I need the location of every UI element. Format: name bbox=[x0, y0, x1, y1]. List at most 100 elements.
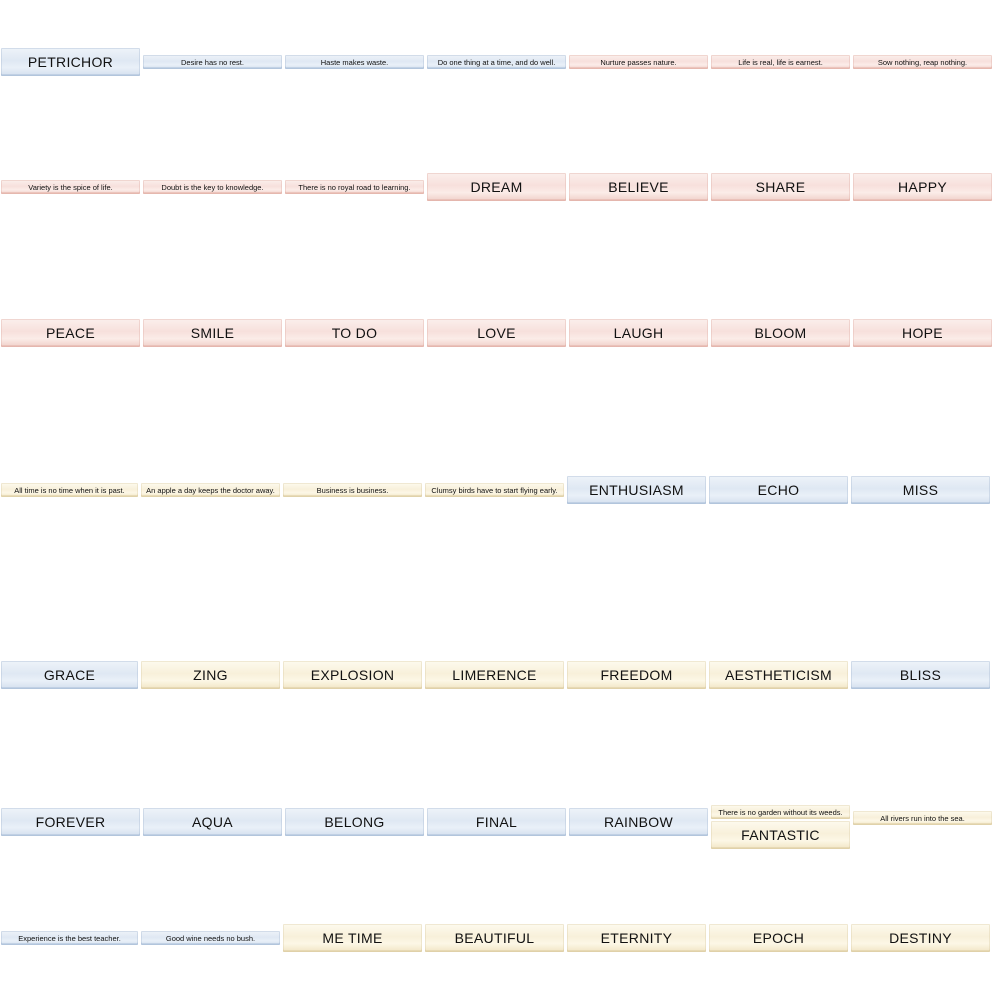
sticker-label: PEACE bbox=[46, 325, 95, 341]
sticker-label: Life is real, life is earnest. bbox=[738, 57, 823, 67]
sticker-destiny: DESTINY bbox=[851, 924, 990, 952]
sticker-all-time: All time is no time when it is past. bbox=[1, 483, 138, 497]
sticker-share: SHARE bbox=[711, 173, 850, 201]
sticker-label: AQUA bbox=[192, 814, 233, 830]
sticker-hope: HOPE bbox=[853, 319, 992, 347]
sticker-do-one-thing: Do one thing at a time, and do well. bbox=[427, 55, 566, 69]
sticker-limerence: LIMERENCE bbox=[425, 661, 564, 689]
sticker-label: Sow nothing, reap nothing. bbox=[877, 57, 968, 67]
sticker-life-is-real: Life is real, life is earnest. bbox=[711, 55, 850, 69]
sticker-label: Clumsy birds have to start flying early. bbox=[431, 485, 558, 495]
sticker-no-garden-without-weeds: There is no garden without its weeds. bbox=[711, 805, 850, 819]
sticker-freedom: FREEDOM bbox=[567, 661, 706, 689]
sticker-to-do: TO DO bbox=[285, 319, 424, 347]
sticker-label: ME TIME bbox=[322, 930, 383, 946]
sticker-label: Business is business. bbox=[316, 485, 389, 495]
sticker-love: LOVE bbox=[427, 319, 566, 347]
sticker-happy: HAPPY bbox=[853, 173, 992, 201]
sticker-sow-nothing: Sow nothing, reap nothing. bbox=[853, 55, 992, 69]
sticker-label: LIMERENCE bbox=[452, 667, 537, 683]
sticker-label: There is no royal road to learning. bbox=[298, 182, 411, 192]
sticker-zing: ZING bbox=[141, 661, 280, 689]
sticker-variety-spice: Variety is the spice of life. bbox=[1, 180, 140, 194]
sticker-echo: ECHO bbox=[709, 476, 848, 504]
sticker-dream: DREAM bbox=[427, 173, 566, 201]
sticker-good-wine: Good wine needs no bush. bbox=[141, 931, 280, 945]
sticker-final: FINAL bbox=[427, 808, 566, 836]
sticker-label: BELONG bbox=[324, 814, 385, 830]
sticker-label: There is no garden without its weeds. bbox=[718, 807, 843, 817]
sticker-label: An apple a day keeps the doctor away. bbox=[146, 485, 275, 495]
sticker-label: Haste makes waste. bbox=[320, 57, 389, 67]
sticker-label: RAINBOW bbox=[604, 814, 673, 830]
sticker-label: Good wine needs no bush. bbox=[165, 933, 256, 943]
sticker-petrichor: PETRICHOR bbox=[1, 48, 140, 76]
sticker-desire-has-no-rest: Desire has no rest. bbox=[143, 55, 282, 69]
sticker-label: BELIEVE bbox=[608, 179, 669, 195]
sticker-label: SHARE bbox=[755, 179, 806, 195]
sticker-label: HOPE bbox=[902, 325, 943, 341]
sticker-label: BEAUTIFUL bbox=[454, 930, 535, 946]
sticker-label: ETERNITY bbox=[600, 930, 673, 946]
sticker-no-royal-road: There is no royal road to learning. bbox=[285, 180, 424, 194]
sticker-doubt-key: Doubt is the key to knowledge. bbox=[143, 180, 282, 194]
sticker-label: EPOCH bbox=[752, 930, 805, 946]
sticker-apple-a-day: An apple a day keeps the doctor away. bbox=[141, 483, 280, 497]
sticker-belong: BELONG bbox=[285, 808, 424, 836]
sticker-label: BLOOM bbox=[754, 325, 807, 341]
sticker-explosion: EXPLOSION bbox=[283, 661, 422, 689]
sticker-believe: BELIEVE bbox=[569, 173, 708, 201]
sticker-label: Nurture passes nature. bbox=[600, 57, 677, 67]
sticker-label: HAPPY bbox=[898, 179, 947, 195]
sticker-label: ZING bbox=[193, 667, 228, 683]
sticker-label: ENTHUSIASM bbox=[589, 482, 684, 498]
sticker-bliss: BLISS bbox=[851, 661, 990, 689]
sticker-aestheticism: AESTHETICISM bbox=[709, 661, 848, 689]
sticker-epoch: EPOCH bbox=[709, 924, 848, 952]
sticker-peace: PEACE bbox=[1, 319, 140, 347]
sticker-enthusiasm: ENTHUSIASM bbox=[567, 476, 706, 504]
sticker-label: PETRICHOR bbox=[27, 54, 114, 70]
sticker-label: DREAM bbox=[470, 179, 523, 195]
sticker-beautiful: BEAUTIFUL bbox=[425, 924, 564, 952]
sticker-grace: GRACE bbox=[1, 661, 138, 689]
sticker-label: Experience is the best teacher. bbox=[18, 933, 121, 943]
sticker-label: MISS bbox=[902, 482, 939, 498]
sticker-label: DESTINY bbox=[889, 930, 952, 946]
sticker-business: Business is business. bbox=[283, 483, 422, 497]
sticker-label: FREEDOM bbox=[600, 667, 673, 683]
sticker-label: EXPLOSION bbox=[310, 667, 395, 683]
sticker-label: Doubt is the key to knowledge. bbox=[161, 182, 264, 192]
sticker-smile: SMILE bbox=[143, 319, 282, 347]
sticker-label: ECHO bbox=[757, 482, 800, 498]
sticker-rainbow: RAINBOW bbox=[569, 808, 708, 836]
sticker-label: TO DO bbox=[331, 325, 378, 341]
sticker-me-time: ME TIME bbox=[283, 924, 422, 952]
sticker-label: BLISS bbox=[899, 667, 942, 683]
sticker-label: All time is no time when it is past. bbox=[14, 485, 125, 495]
sticker-bloom: BLOOM bbox=[711, 319, 850, 347]
sticker-label: All rivers run into the sea. bbox=[880, 813, 965, 823]
sticker-nurture-passes-nature: Nurture passes nature. bbox=[569, 55, 708, 69]
sticker-miss: MISS bbox=[851, 476, 990, 504]
sticker-all-rivers: All rivers run into the sea. bbox=[853, 811, 992, 825]
sticker-label: FANTASTIC bbox=[741, 827, 820, 843]
sticker-forever: FOREVER bbox=[1, 808, 140, 836]
sticker-eternity: ETERNITY bbox=[567, 924, 706, 952]
sticker-aqua: AQUA bbox=[143, 808, 282, 836]
sticker-experience-teacher: Experience is the best teacher. bbox=[1, 931, 138, 945]
sticker-label: GRACE bbox=[43, 667, 96, 683]
sticker-label: Desire has no rest. bbox=[181, 57, 244, 67]
sticker-label: AESTHETICISM bbox=[724, 667, 833, 683]
sticker-label: LAUGH bbox=[613, 325, 664, 341]
sticker-label: LOVE bbox=[477, 325, 516, 341]
sticker-fantastic: FANTASTIC bbox=[711, 821, 850, 849]
sticker-label: FOREVER bbox=[35, 814, 106, 830]
sticker-label: FINAL bbox=[475, 814, 518, 830]
sticker-label: Do one thing at a time, and do well. bbox=[437, 57, 556, 67]
sticker-label: SMILE bbox=[190, 325, 235, 341]
sticker-label: Variety is the spice of life. bbox=[28, 182, 113, 192]
sticker-haste-makes-waste: Haste makes waste. bbox=[285, 55, 424, 69]
sticker-clumsy-birds: Clumsy birds have to start flying early. bbox=[425, 483, 564, 497]
